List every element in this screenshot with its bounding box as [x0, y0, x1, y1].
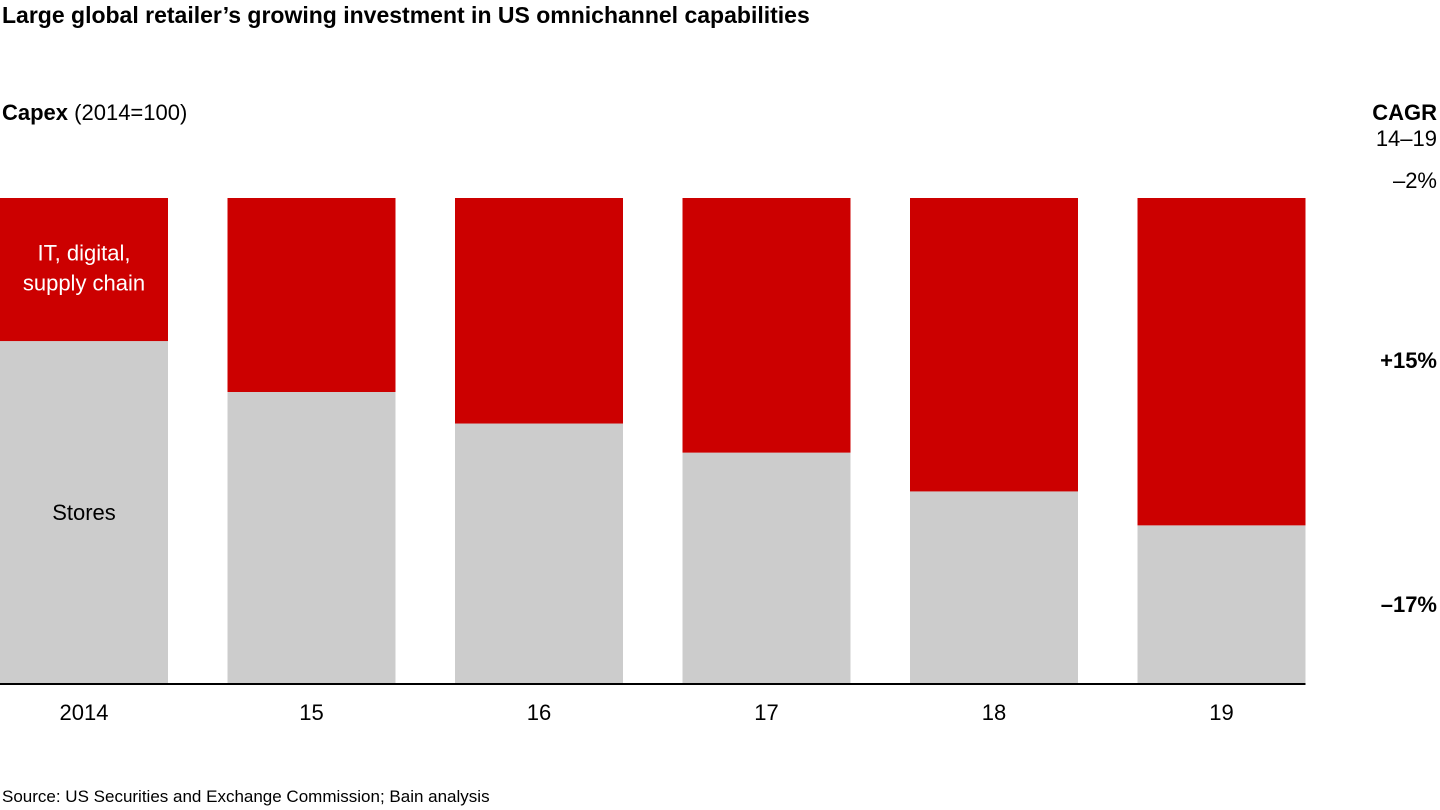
bar-stores-17 — [682, 452, 851, 683]
bar-it-18 — [910, 198, 1078, 492]
x-tick-label: 16 — [527, 700, 551, 725]
series-label-it: supply chain — [23, 271, 145, 296]
x-tick-label: 19 — [1209, 700, 1233, 725]
cagr-header: CAGR 14–19 — [1372, 100, 1437, 152]
source-note: Source: US Securities and Exchange Commi… — [2, 787, 490, 806]
y-axis-label-bold: Capex — [2, 100, 69, 125]
bar-stores-18 — [910, 491, 1078, 683]
bar-it-17 — [682, 198, 851, 453]
y-axis-label-rest: (2014=100) — [68, 100, 188, 125]
bar-it-19 — [1137, 198, 1306, 526]
cagr-period: 14–19 — [1375, 126, 1437, 151]
bar-it-2014 — [0, 198, 168, 342]
cagr-heading: CAGR — [1372, 100, 1437, 125]
x-tick-label: 18 — [982, 700, 1006, 725]
bar-stores-16 — [455, 423, 623, 683]
cagr-total: –2% — [1392, 168, 1437, 193]
series-label-stores: Stores — [52, 500, 116, 525]
x-tick-label: 17 — [754, 700, 778, 725]
y-axis-label: Capex (2014=100) — [2, 100, 187, 126]
bar-it-15 — [227, 198, 396, 392]
x-tick-label: 15 — [299, 700, 323, 725]
series-label-it: IT, digital, — [38, 241, 131, 266]
bar-it-16 — [455, 198, 623, 424]
x-tick-label: 2014 — [60, 700, 109, 725]
bar-stores-2014 — [0, 341, 168, 683]
chart-title: Large global retailer’s growing investme… — [2, 2, 810, 28]
cagr-it: +15% — [1380, 348, 1437, 373]
bar-stores-15 — [227, 392, 396, 683]
cagr-stores: –17% — [1380, 592, 1437, 617]
bar-stores-19 — [1137, 525, 1306, 683]
